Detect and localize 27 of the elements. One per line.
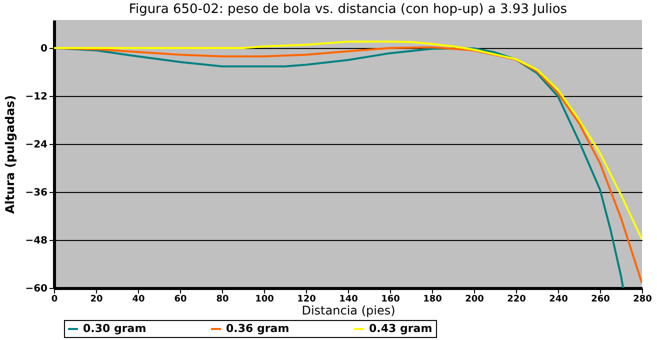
x-tick-label: 120 (297, 294, 316, 304)
y-axis-title: Altura (pulgadas) (3, 95, 18, 214)
x-axis-title: Distancia (pies) (302, 304, 396, 318)
y-tick-label: −48 (25, 236, 48, 246)
legend-label: 0.30 gram (83, 322, 146, 335)
x-tick-label: 160 (381, 294, 400, 304)
chart-title: Figura 650-02: peso de bola vs. distancia (con hop-up) a 3.93 Julios (128, 2, 568, 17)
x-tick-label: 200 (465, 294, 484, 304)
x-tick-label: 240 (549, 294, 568, 304)
y-tick-label: −60 (25, 284, 48, 294)
x-tick-label: 80 (216, 294, 229, 304)
legend-label: 0.43 gram (369, 322, 432, 335)
y-tick-label: −36 (25, 188, 48, 198)
x-tick-label: 140 (339, 294, 358, 304)
y-tick-label: −24 (25, 140, 48, 150)
x-tick-label: 220 (507, 294, 526, 304)
x-tick-label: 260 (591, 294, 610, 304)
y-tick-label: −12 (25, 92, 48, 102)
x-tick-label: 60 (174, 294, 187, 304)
x-tick-label: 180 (423, 294, 442, 304)
x-tick-label: 20 (90, 294, 103, 304)
x-tick-label: 280 (633, 294, 652, 304)
legend-label: 0.36 gram (226, 322, 290, 335)
y-tick-label: 0 (40, 44, 48, 54)
x-tick-label: 100 (255, 294, 274, 304)
x-tick-label: 40 (132, 294, 145, 304)
x-tick-label: 0 (51, 294, 58, 304)
